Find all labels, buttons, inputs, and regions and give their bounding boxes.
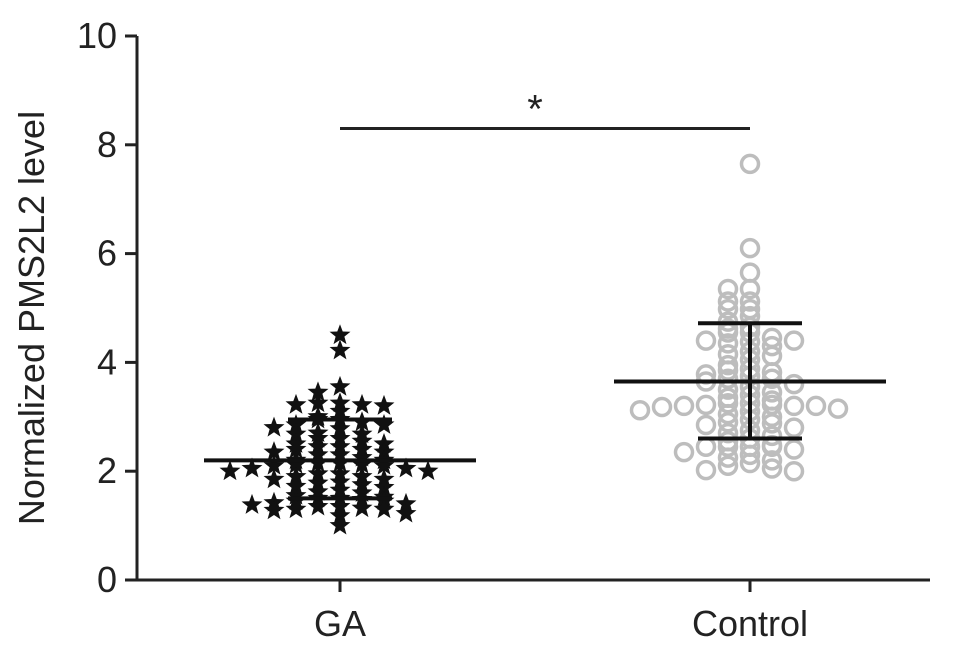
control-circle-point [651,396,673,418]
control-circle-point [783,330,805,351]
y-axis-title: Normalized PMS2L2 level [11,111,52,525]
ga-star-point [395,502,417,523]
ga-star-point [285,438,307,459]
control-circle-point [761,450,783,471]
control-circle-point [761,413,783,434]
ga-star-point [351,393,373,414]
y-tick-label: 2 [97,450,117,491]
control-circle-point [761,425,783,447]
ga-star-point [285,498,307,519]
ga-star-point [373,394,395,415]
control-circle-point [827,398,849,419]
control-circle-point [739,452,761,474]
control-circle-point [783,439,805,460]
control-circle-point [783,373,805,395]
ga-star-point [351,453,373,474]
ga-star-point [329,514,351,535]
control-circle-point [717,291,739,312]
control-circle-point [695,330,717,351]
control-circle-point [783,460,805,482]
control-circle-point [783,417,805,438]
ga-star-point [417,460,439,481]
control-circle-point [717,422,739,444]
ga-star-point [285,393,307,414]
error-bars-group [204,321,886,501]
x-tick-label-control: Control [692,603,808,644]
y-tick-label: 4 [97,341,117,382]
control-circle-point [761,335,783,357]
ga-star-point [329,324,351,345]
control-circle-point [739,153,761,175]
control-circle-point [783,395,805,417]
control-circle-point [739,291,761,312]
ga-star-point [373,454,395,475]
control-circle-point [739,262,761,283]
y-tick-label: 6 [97,233,117,274]
control-circle-point [717,333,739,354]
control-circle-point [717,455,739,477]
data-points-group [219,153,849,535]
control-circle-point [629,400,651,421]
control-circle-point [673,395,695,417]
ga-star-point [285,453,307,474]
ga-star-point [307,381,329,402]
control-circle-point [761,382,783,403]
x-ticks-group: GA Control [314,580,808,644]
control-circle-point [717,403,739,425]
ga-star-point [307,495,329,516]
control-circle-point [717,392,739,414]
ga-star-point [329,339,351,360]
ga-star-point [241,493,263,514]
control-circle-point [739,278,761,300]
control-circle-point [717,447,739,468]
ga-star-point [263,441,285,462]
control-circle-point [695,459,717,481]
control-circle-point [717,368,739,389]
ga-star-point [351,497,373,518]
y-tick-label: 8 [97,124,117,165]
control-circle-point [739,237,761,259]
significance-asterisk: * [527,87,543,131]
control-circle-point [739,444,761,466]
control-circle-point [717,278,739,300]
x-tick-label-ga: GA [314,603,366,644]
ga-star-point [219,460,241,481]
ga-star-point [373,413,395,434]
significance-group: * [340,87,750,131]
ga-star-point [241,457,263,478]
ga-star-point [373,498,395,519]
y-tick-label: 10 [77,15,117,56]
control-circle-point [695,436,717,457]
control-circle-point [717,298,739,320]
control-circle-point [805,395,827,417]
control-circle-point [673,441,695,463]
ga-star-point [263,454,285,475]
ga-star-point [263,468,285,489]
control-circle-point [761,406,783,428]
ga-star-point [263,499,285,520]
ga-star-point [307,392,329,413]
control-circle-point [761,458,783,479]
ga-star-point [263,416,285,437]
control-circle-point [717,360,739,381]
control-circle-point [717,411,739,433]
ga-star-point [329,375,351,396]
y-ticks-group: 0 2 4 6 8 10 [77,15,137,600]
ga-star-point [395,457,417,478]
control-circle-point [695,414,717,436]
control-circle-point [695,394,717,416]
y-tick-label: 0 [97,559,117,600]
axes-group [135,36,930,582]
control-circle-point [761,368,783,389]
